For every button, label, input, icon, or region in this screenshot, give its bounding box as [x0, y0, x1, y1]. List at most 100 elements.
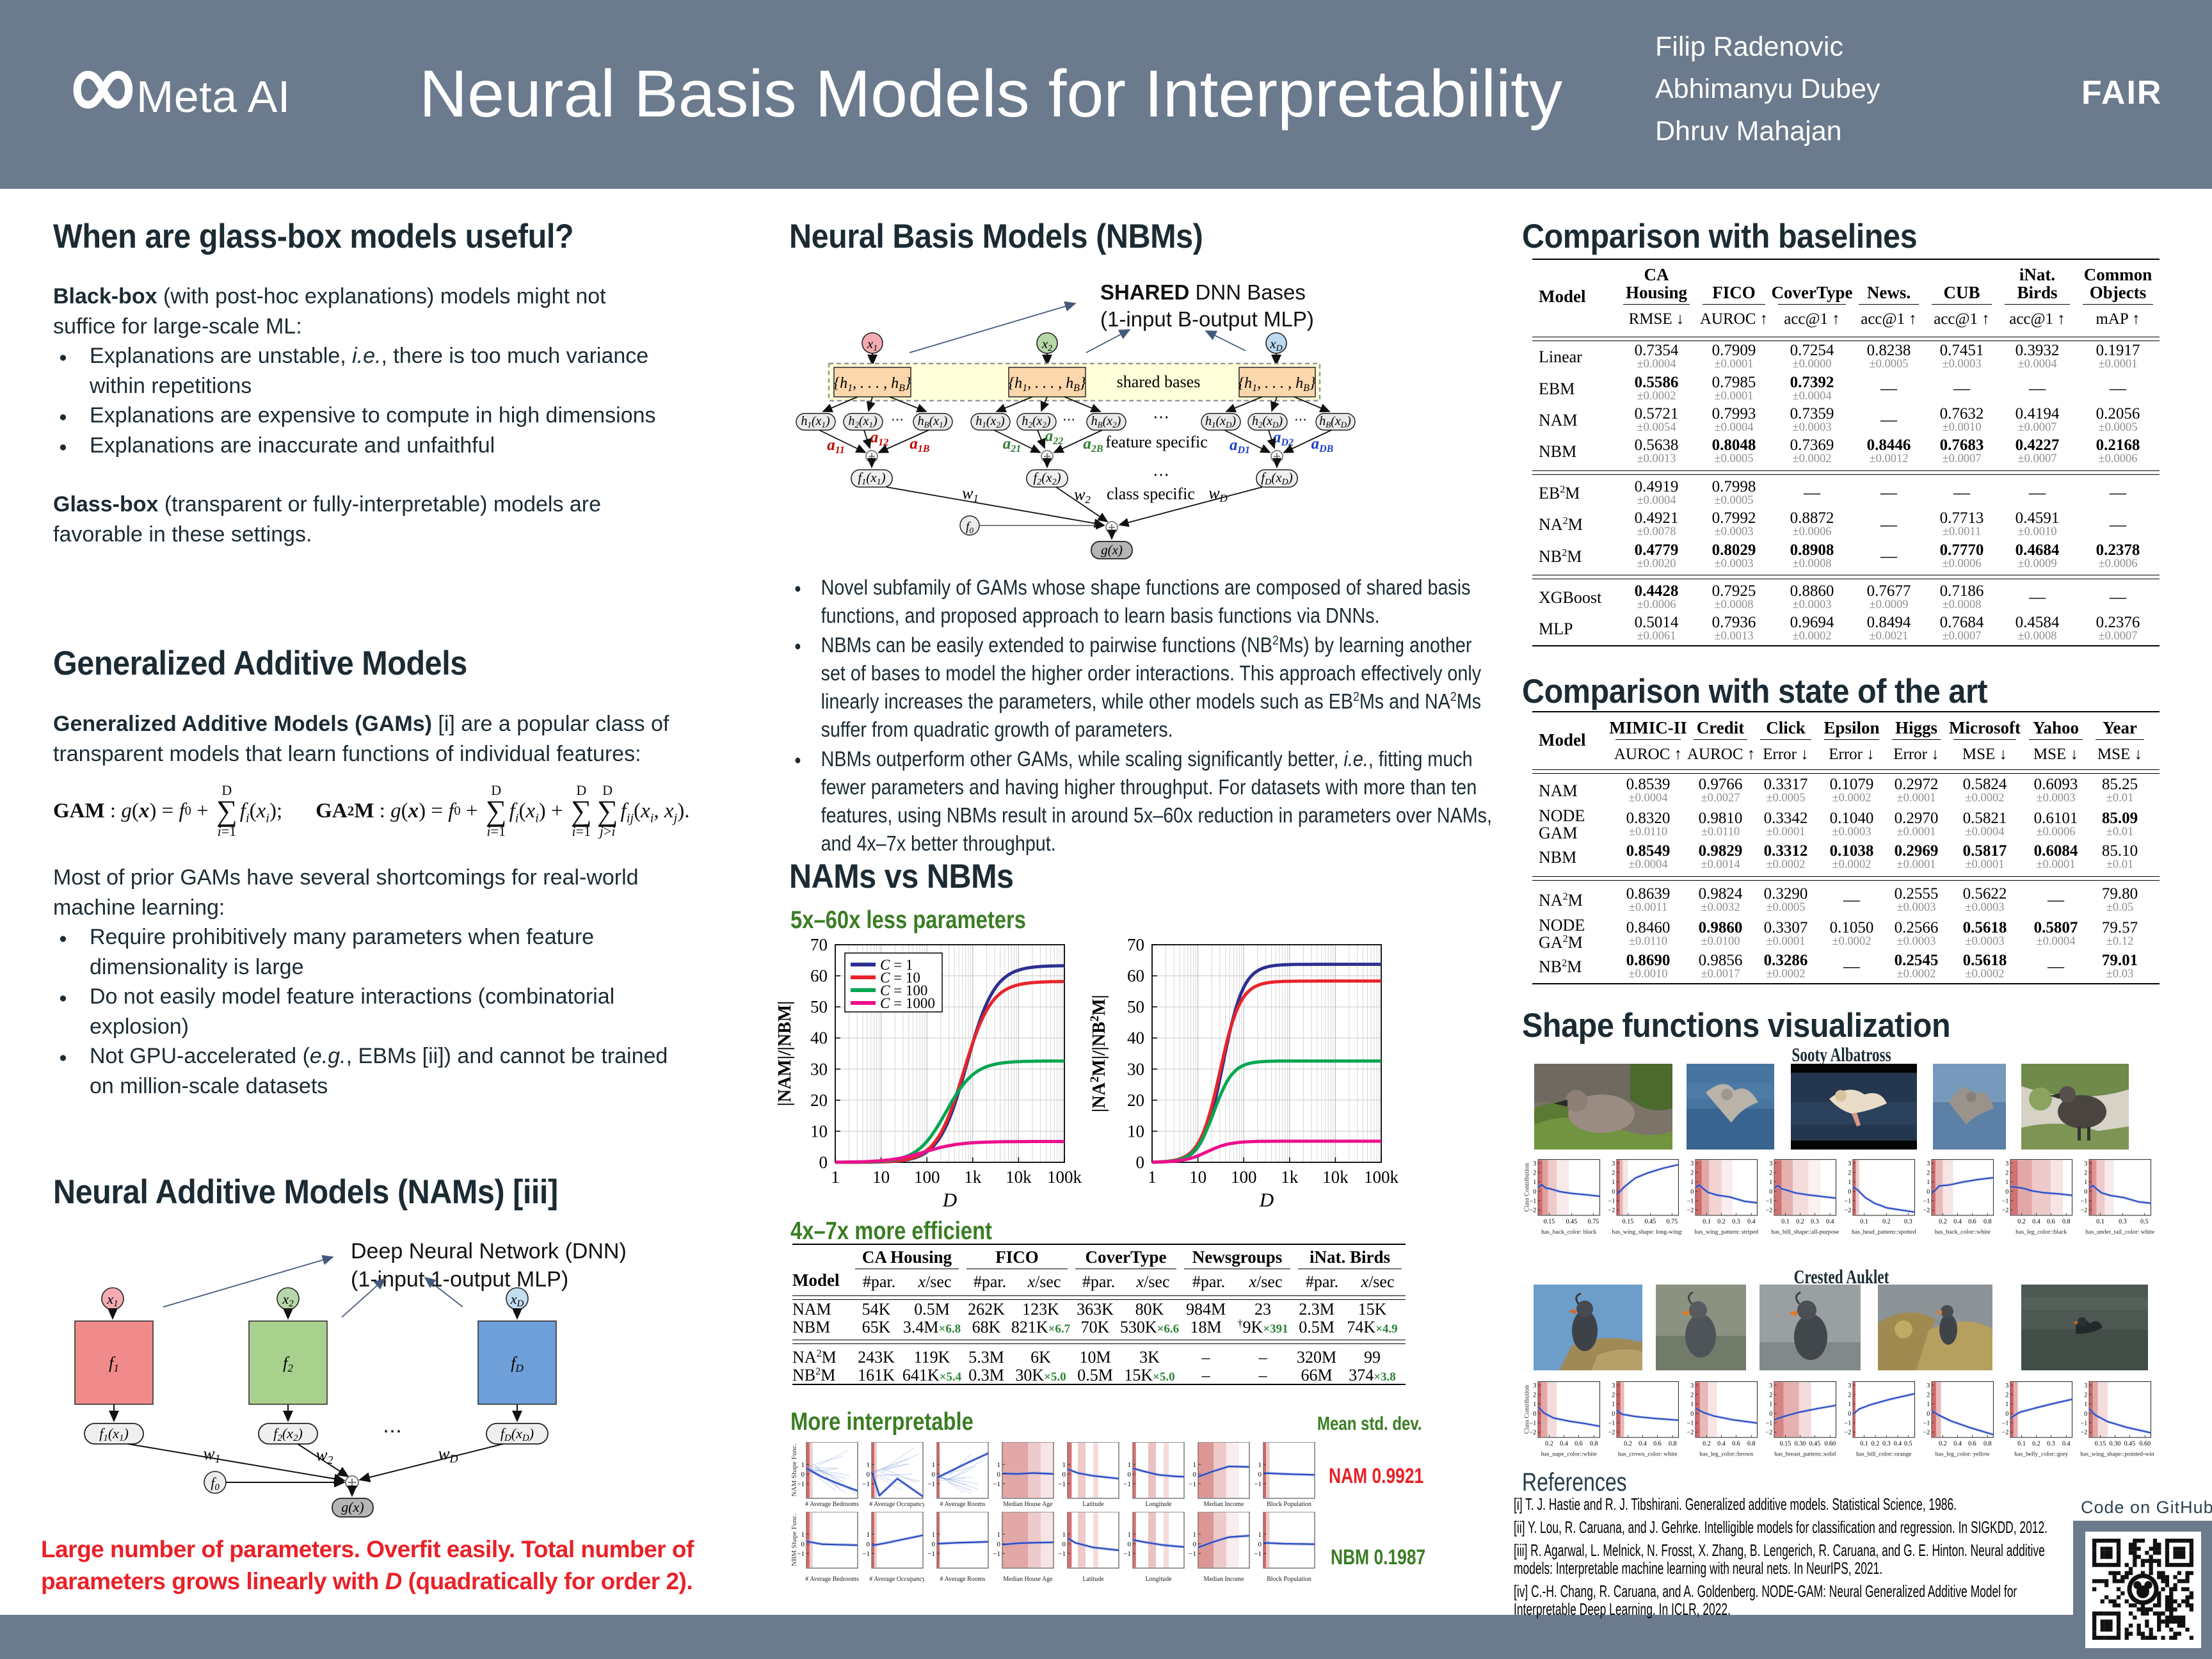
svg-text:−1: −1	[1923, 1198, 1930, 1205]
svg-text:3: 3	[2005, 1160, 2008, 1167]
svg-text:1: 1	[997, 1531, 1001, 1539]
svg-text:−2: −2	[2081, 1429, 2088, 1436]
svg-text:0.6: 0.6	[2047, 1219, 2055, 1226]
svg-text:−1: −1	[1530, 1420, 1537, 1427]
svg-text:0.3: 0.3	[1732, 1219, 1740, 1226]
svg-text:2: 2	[1690, 1391, 1694, 1399]
svg-text:Class Contribution: Class Contribution	[1524, 1163, 1530, 1212]
svg-text:−2: −2	[2002, 1429, 2009, 1436]
svg-text:−2: −2	[1845, 1207, 1852, 1214]
svg-text:0: 0	[1128, 1541, 1132, 1548]
svg-text:0.4: 0.4	[1560, 1441, 1568, 1448]
svg-text:0: 0	[1690, 1189, 1694, 1196]
svg-text:1: 1	[831, 1167, 840, 1187]
svg-text:has_nape_color::white: has_nape_color::white	[1541, 1450, 1597, 1457]
svg-text:0: 0	[997, 1471, 1001, 1479]
svg-text:0: 0	[1193, 1471, 1197, 1479]
svg-text:0: 0	[2005, 1189, 2008, 1196]
svg-text:2: 2	[1690, 1169, 1694, 1176]
svg-text:g(x): g(x)	[341, 1499, 364, 1515]
svg-text:10: 10	[1127, 1121, 1144, 1141]
svg-text:1: 1	[932, 1531, 936, 1539]
svg-text:h2(x1): h2(x1)	[848, 414, 878, 429]
svg-text:⋯: ⋯	[1062, 413, 1075, 427]
svg-text:−1: −1	[797, 1480, 805, 1488]
svg-text:0.2: 0.2	[2032, 1441, 2040, 1448]
svg-text:3: 3	[2084, 1160, 2087, 1167]
svg-text:1: 1	[1193, 1531, 1197, 1539]
svg-text:70: 70	[1127, 935, 1144, 954]
svg-text:2: 2	[1612, 1391, 1615, 1399]
svg-text:0: 0	[1062, 1541, 1066, 1548]
svg-text:0.2: 0.2	[1624, 1441, 1632, 1448]
svg-text:3: 3	[1769, 1160, 1772, 1167]
svg-text:has_wing_shape: long-wings: has_wing_shape: long-wings	[1612, 1228, 1682, 1235]
svg-text:⋯: ⋯	[1153, 465, 1169, 484]
svg-text:0.8: 0.8	[1984, 1219, 1992, 1226]
svg-text:0: 0	[1128, 1471, 1132, 1479]
svg-text:−1: −1	[993, 1480, 1000, 1488]
svg-text:2: 2	[1848, 1391, 1851, 1399]
svg-text:10: 10	[872, 1167, 890, 1187]
svg-text:h2(xD): h2(xD)	[1252, 414, 1283, 429]
svg-text:−1: −1	[993, 1550, 1000, 1558]
svg-text:−1: −1	[1123, 1480, 1131, 1488]
svg-text:0: 0	[1533, 1411, 1536, 1418]
svg-text:a12: a12	[870, 429, 889, 448]
svg-text:1: 1	[1193, 1461, 1197, 1469]
svg-text:−1: −1	[1189, 1480, 1196, 1488]
svg-text:has_belly_color::grey: has_belly_color::grey	[2014, 1450, 2068, 1457]
svg-text:Median Income: Median Income	[1203, 1501, 1244, 1508]
svg-text:0.2: 0.2	[1939, 1441, 1947, 1448]
svg-text:0.60: 0.60	[2139, 1441, 2151, 1448]
svg-text:0.4: 0.4	[1953, 1219, 1962, 1226]
svg-text:0.2: 0.2	[1939, 1219, 1947, 1226]
svg-text:aD2: aD2	[1273, 429, 1294, 448]
svg-text:⋯: ⋯	[891, 413, 904, 427]
svg-text:−2: −2	[2002, 1207, 2009, 1214]
svg-text:C = 100: C = 100	[880, 982, 927, 998]
svg-text:1: 1	[2084, 1179, 2087, 1186]
svg-text:−1: −1	[2002, 1198, 2009, 1205]
svg-text:0.6: 0.6	[1575, 1441, 1583, 1448]
svg-text:0.1: 0.1	[1860, 1441, 1868, 1448]
svg-text:0: 0	[932, 1471, 936, 1479]
svg-text:0.4: 0.4	[1747, 1219, 1756, 1226]
svg-text:3: 3	[1533, 1160, 1536, 1167]
svg-text:0: 0	[1062, 1471, 1066, 1479]
svg-text:−1: −1	[1189, 1550, 1196, 1558]
svg-text:−1: −1	[1687, 1198, 1694, 1205]
svg-text:−1: −1	[2081, 1420, 2088, 1427]
svg-text:2: 2	[1927, 1391, 1930, 1399]
svg-text:0.15: 0.15	[1780, 1441, 1791, 1448]
svg-text:0.15: 0.15	[1623, 1219, 1634, 1226]
svg-text:−1: −1	[1687, 1420, 1694, 1427]
svg-text:0: 0	[932, 1541, 936, 1548]
svg-text:0.5: 0.5	[1904, 1441, 1912, 1448]
svg-text:# Average Rooms: # Average Rooms	[940, 1501, 986, 1508]
svg-text:0: 0	[997, 1541, 1001, 1548]
svg-text:1: 1	[1128, 1531, 1132, 1539]
svg-text:h1(x1): h1(x1)	[801, 414, 830, 429]
svg-text:0.2: 0.2	[2017, 1219, 2026, 1226]
svg-text:NBM Shape Func.: NBM Shape Func.	[791, 1514, 798, 1566]
svg-text:0.4: 0.4	[2062, 1441, 2071, 1448]
svg-text:1: 1	[1258, 1531, 1262, 1539]
svg-text:1: 1	[867, 1531, 870, 1539]
svg-text:h2(x2): h2(x2)	[1022, 414, 1051, 429]
svg-text:20: 20	[1127, 1091, 1144, 1110]
svg-text:0.1: 0.1	[1860, 1219, 1868, 1226]
svg-text:NAM Shape Func.: NAM Shape Func.	[791, 1443, 798, 1496]
svg-text:has_crown_color: white: has_crown_color: white	[1618, 1450, 1678, 1457]
svg-text:2: 2	[1533, 1169, 1536, 1176]
svg-text:Deep Neural Network (DNN): Deep Neural Network (DNN)	[351, 1239, 627, 1263]
svg-text:1: 1	[1612, 1401, 1615, 1408]
svg-text:0: 0	[2084, 1411, 2087, 1418]
svg-text:0.5: 0.5	[2140, 1219, 2149, 1226]
svg-text:# Average Occupancy: # Average Occupancy	[869, 1501, 924, 1508]
svg-text:shared bases: shared bases	[1117, 373, 1201, 391]
svg-text:0: 0	[867, 1471, 870, 1479]
svg-text:0.3: 0.3	[1811, 1219, 1819, 1226]
svg-text:1: 1	[1533, 1401, 1536, 1408]
svg-text:# Average Bedrooms: # Average Bedrooms	[805, 1501, 859, 1508]
